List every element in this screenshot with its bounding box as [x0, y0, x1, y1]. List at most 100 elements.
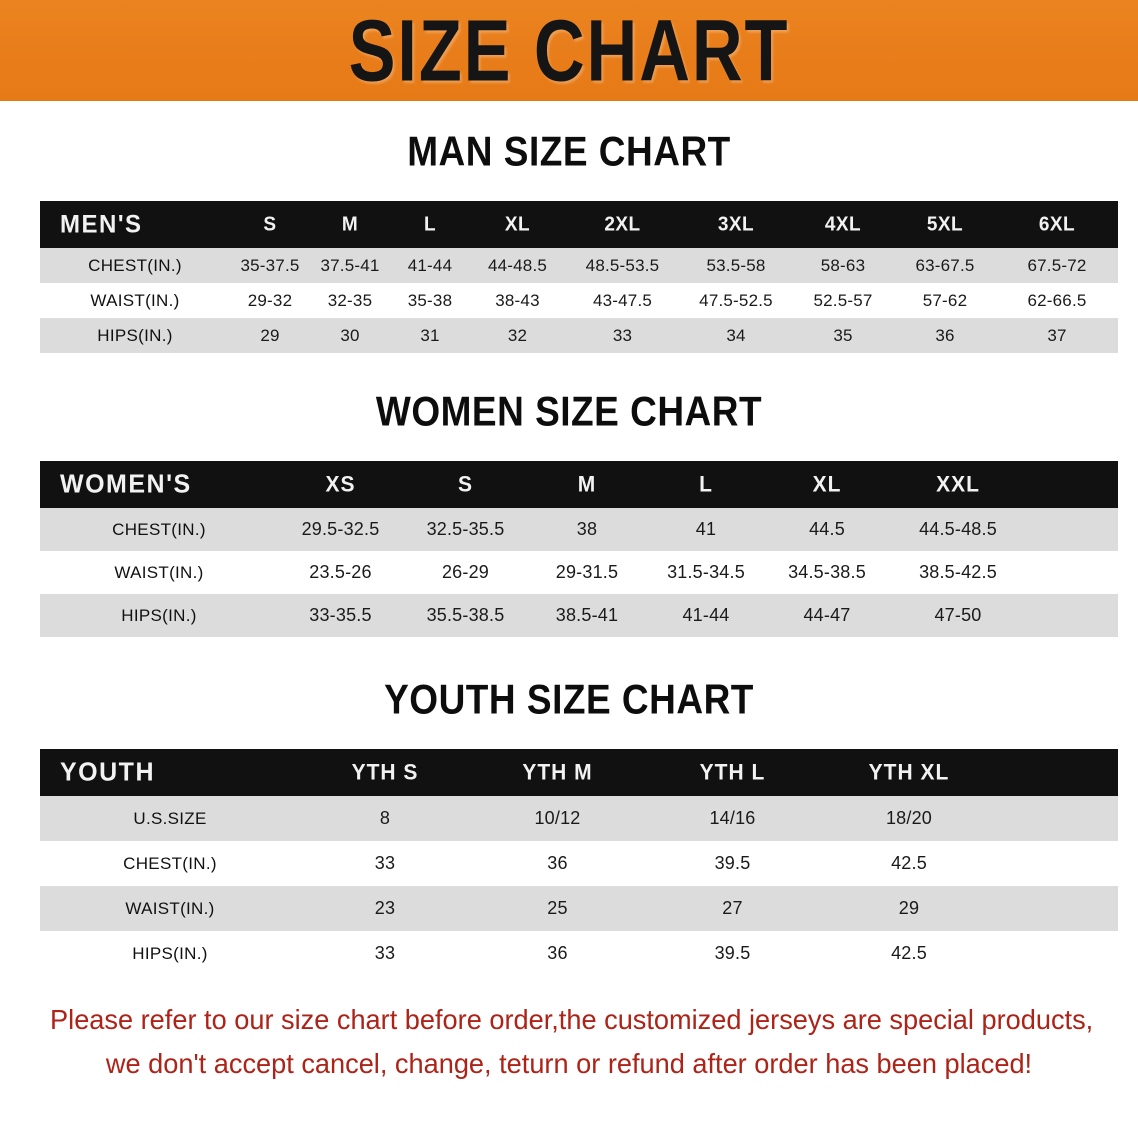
women-table-body: CHEST(IN.) 29.5-32.5 32.5-35.5 38 41 44.… — [40, 508, 1118, 637]
women-row-label-0: CHEST(IN.) — [112, 519, 206, 539]
women-cell-2-0: 33-35.5 — [309, 605, 372, 625]
youth-cell-0-0: 8 — [379, 808, 391, 828]
women-cell-2-2: 38.5-41 — [555, 605, 619, 625]
table-row: CHEST(IN.) 33 36 39.5 42.5 — [40, 841, 1118, 886]
youth-cell-3-2: 39.5 — [714, 943, 751, 963]
women-size-header-4: XL — [812, 471, 842, 497]
man-section-title: MAN SIZE CHART — [407, 128, 731, 175]
youth-cell-0-2: 14/16 — [709, 808, 756, 828]
man-row-label-2: HIPS(IN.) — [97, 325, 173, 345]
youth-row-label-3: HIPS(IN.) — [132, 943, 208, 963]
table-row: WAIST(IN.) 23 25 27 29 — [40, 886, 1118, 931]
women-cell-2-6 — [1028, 594, 1118, 637]
youth-cell-1-3: 42.5 — [891, 853, 927, 873]
youth-cell-3-1: 36 — [547, 943, 568, 963]
page-banner: SIZE CHART — [0, 0, 1138, 101]
man-cell-2-7: 36 — [935, 325, 955, 345]
women-size-header-6 — [1028, 460, 1118, 509]
women-cell-0-2: 38 — [576, 519, 598, 539]
youth-table-body: U.S.SIZE 8 10/12 14/16 18/20 CHEST(IN.) … — [40, 796, 1118, 976]
man-cell-0-4: 48.5-53.5 — [585, 255, 660, 275]
disclaimer-line-1: Please refer to our size chart before or… — [50, 1004, 1094, 1035]
man-cell-1-1: 32-35 — [327, 290, 373, 310]
women-cell-2-4: 44-47 — [803, 605, 851, 625]
women-cell-0-0: 29.5-32.5 — [301, 519, 380, 539]
women-cell-2-3: 41-44 — [682, 605, 730, 625]
women-size-header-1: S — [457, 471, 473, 497]
man-size-header-1: M — [341, 212, 359, 235]
man-size-header-7: 5XL — [926, 212, 964, 235]
women-cell-2-5: 47-50 — [934, 605, 982, 625]
women-cell-1-4: 34.5-38.5 — [788, 562, 866, 582]
table-row: U.S.SIZE 8 10/12 14/16 18/20 — [40, 796, 1118, 841]
youth-cell-2-4 — [998, 886, 1118, 931]
table-row: CHEST(IN.) 29.5-32.5 32.5-35.5 38 41 44.… — [40, 508, 1118, 551]
youth-cell-2-3: 29 — [898, 898, 920, 918]
man-cell-1-7: 57-62 — [922, 290, 968, 310]
women-cell-1-5: 38.5-42.5 — [919, 562, 997, 582]
man-cell-0-3: 44-48.5 — [487, 255, 548, 275]
man-cell-2-0: 29 — [260, 325, 280, 345]
man-table-body: CHEST(IN.) 35-37.5 37.5-41 41-44 44-48.5… — [40, 248, 1118, 353]
women-cell-0-5: 44.5-48.5 — [919, 519, 997, 539]
table-row: HIPS(IN.) 29 30 31 32 33 34 35 36 37 — [40, 318, 1118, 353]
women-row-label-1: WAIST(IN.) — [114, 562, 204, 582]
women-size-table: WOMEN'S XS S M L XL XXL CHEST(IN.) 29.5-… — [40, 461, 1118, 637]
women-section-title: WOMEN SIZE CHART — [375, 388, 763, 435]
youth-size-header-3: YTH XL — [868, 759, 950, 785]
man-table-header: MEN'S S M L XL 2XL 3XL 4XL 5XL 6XL — [40, 201, 1118, 248]
man-cell-0-0: 35-37.5 — [240, 255, 300, 275]
man-cell-2-4: 33 — [612, 325, 633, 345]
women-cell-1-6 — [1028, 551, 1118, 594]
women-row-label-2: HIPS(IN.) — [121, 605, 197, 625]
man-size-header-8: 6XL — [1038, 212, 1076, 235]
women-cell-1-1: 26-29 — [441, 562, 490, 582]
man-size-header-2: L — [423, 212, 437, 235]
youth-cell-0-4 — [998, 796, 1118, 841]
women-cell-0-6 — [1028, 508, 1118, 551]
youth-section-title: YOUTH SIZE CHART — [384, 676, 754, 723]
women-table-wrapper: WOMEN'S XS S M L XL XXL CHEST(IN.) 29.5-… — [40, 461, 1118, 637]
man-size-header-4: 2XL — [604, 212, 641, 235]
women-cell-1-0: 23.5-26 — [309, 562, 372, 582]
youth-cell-3-3: 42.5 — [891, 943, 927, 963]
women-cell-1-3: 31.5-34.5 — [667, 562, 745, 582]
youth-row-label-header: YOUTH — [60, 757, 155, 787]
table-row: WAIST(IN.) 29-32 32-35 35-38 38-43 43-47… — [40, 283, 1118, 318]
youth-cell-0-3: 18/20 — [885, 808, 933, 828]
youth-header-row: YOUTH YTH S YTH M YTH L YTH XL — [40, 749, 1118, 796]
women-cell-0-3: 41 — [695, 519, 717, 539]
table-row: HIPS(IN.) 33 36 39.5 42.5 — [40, 931, 1118, 976]
man-row-label-header: MEN'S — [60, 209, 143, 239]
youth-size-header-4 — [998, 748, 1118, 797]
man-cell-1-2: 35-38 — [407, 290, 453, 310]
man-cell-2-3: 32 — [507, 325, 528, 345]
youth-size-table: YOUTH YTH S YTH M YTH L YTH XL U.S.SIZE … — [40, 749, 1118, 976]
youth-size-header-0: YTH S — [351, 759, 419, 785]
man-size-header-5: 3XL — [717, 212, 755, 235]
youth-cell-0-1: 10/12 — [534, 808, 581, 828]
man-cell-0-8: 67.5-72 — [1027, 255, 1087, 275]
page-title: SIZE CHART — [348, 0, 790, 99]
youth-cell-3-0: 33 — [374, 943, 396, 963]
youth-size-header-2: YTH L — [699, 759, 766, 785]
youth-row-label-0: U.S.SIZE — [133, 808, 207, 828]
women-row-label-header: WOMEN'S — [60, 469, 192, 499]
man-cell-1-6: 52.5-57 — [813, 290, 873, 310]
youth-cell-1-1: 36 — [547, 853, 568, 873]
man-size-header-0: S — [263, 212, 277, 235]
disclaimer-text: Please refer to our size chart before or… — [50, 998, 1094, 1086]
women-size-header-2: M — [577, 471, 597, 497]
man-cell-1-3: 38-43 — [495, 290, 540, 310]
man-table-wrapper: MEN'S S M L XL 2XL 3XL 4XL 5XL 6XL CHEST… — [40, 201, 1118, 353]
youth-cell-2-1: 25 — [547, 898, 568, 918]
man-cell-0-1: 37.5-41 — [320, 255, 380, 275]
youth-cell-2-2: 27 — [722, 898, 743, 918]
man-cell-2-6: 35 — [833, 325, 853, 345]
man-cell-1-0: 29-32 — [247, 290, 293, 310]
man-row-label-1: WAIST(IN.) — [90, 290, 180, 310]
man-cell-0-7: 63-67.5 — [915, 255, 975, 275]
man-cell-2-1: 30 — [340, 325, 360, 345]
women-table-header: WOMEN'S XS S M L XL XXL — [40, 461, 1118, 508]
man-row-label-0: CHEST(IN.) — [88, 255, 182, 275]
